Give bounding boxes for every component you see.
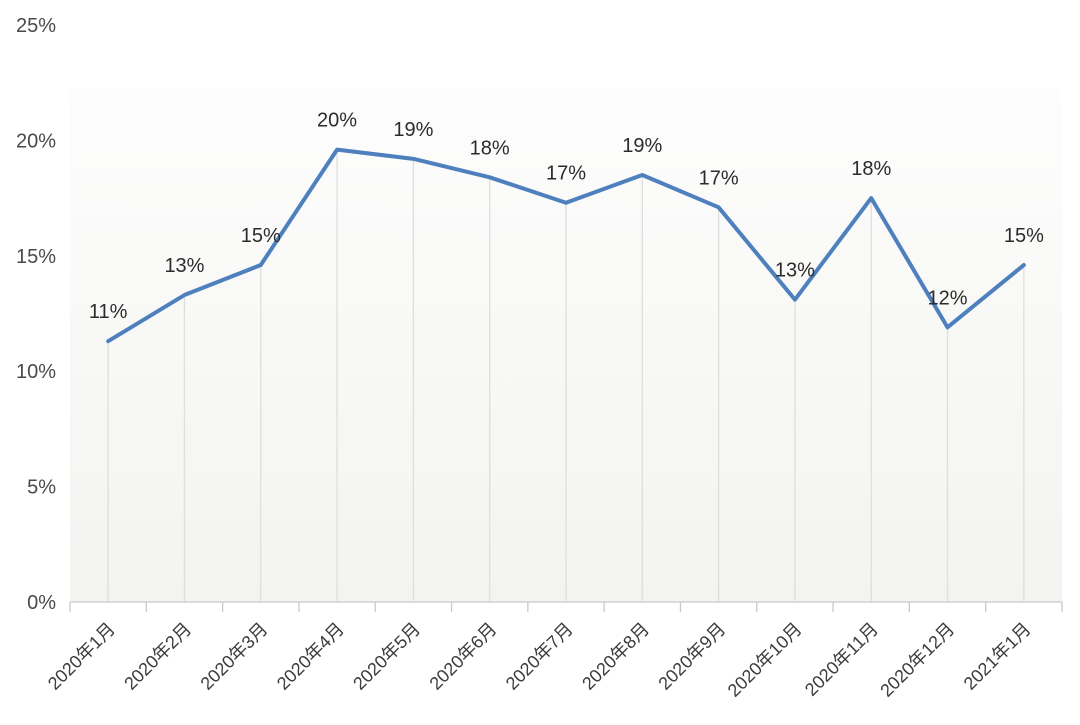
data-point-label: 17% [546, 163, 586, 185]
data-point-label: 15% [1004, 225, 1044, 247]
data-point-label: 18% [470, 137, 510, 159]
data-point-label: 13% [775, 260, 815, 282]
data-point-label: 17% [699, 167, 739, 189]
x-axis-label: 2020年11月 [801, 619, 882, 700]
data-point-label: 18% [851, 158, 891, 180]
x-axis-label: 2020年7月 [502, 619, 577, 694]
data-point-label: 20% [317, 110, 357, 132]
x-axis-label: 2020年6月 [426, 619, 501, 694]
y-axis-label: 20% [16, 130, 56, 152]
y-axis-label: 0% [27, 592, 56, 614]
data-point-label: 13% [164, 255, 204, 277]
x-axis-label: 2020年5月 [349, 619, 424, 694]
x-axis-label: 2020年1月 [44, 619, 119, 694]
y-axis-label: 25% [16, 15, 56, 37]
y-axis-label: 10% [16, 361, 56, 383]
x-axis-label: 2021年1月 [960, 619, 1035, 694]
x-axis-label: 2020年4月 [273, 619, 348, 694]
data-point-label: 19% [622, 135, 662, 157]
y-axis-label: 5% [27, 477, 56, 499]
x-axis-label: 2020年8月 [578, 619, 653, 694]
x-axis-label: 2020年12月 [876, 619, 958, 701]
data-point-label: 11% [89, 301, 128, 323]
series-line [106, 147, 1026, 344]
y-axis-label: 15% [16, 246, 56, 268]
data-point-label: 15% [241, 225, 281, 247]
x-axis-label: 2020年3月 [197, 619, 272, 694]
data-point-label: 12% [928, 287, 968, 309]
data-point-label: 19% [393, 119, 433, 141]
x-axis-label: 2020年2月 [120, 619, 195, 694]
x-axis-label: 2020年9月 [654, 619, 729, 694]
x-axis-label: 2020年10月 [724, 619, 806, 701]
